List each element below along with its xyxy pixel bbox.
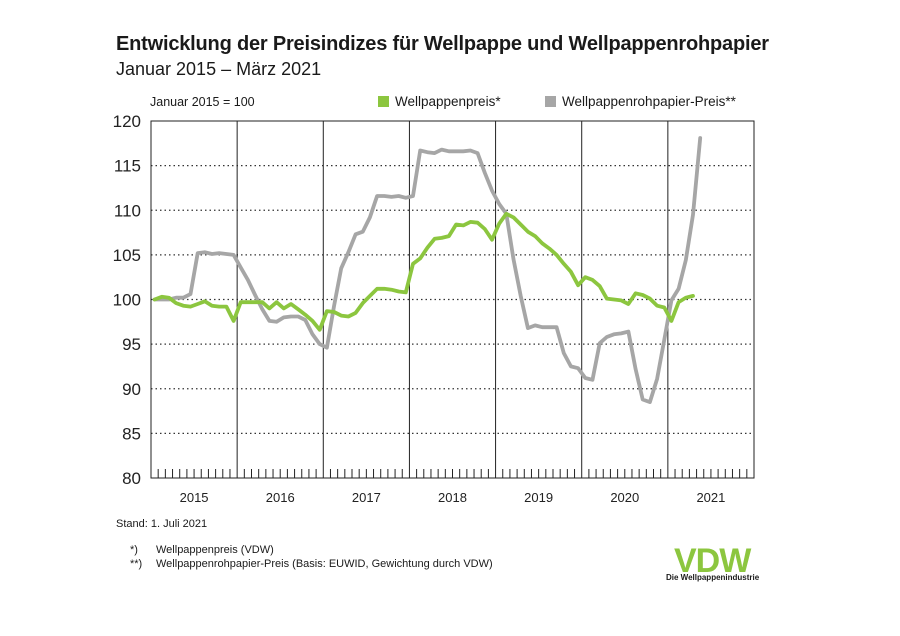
chart-title: Entwicklung der Preisindizes für Wellpap… <box>116 33 769 55</box>
legend-label: Wellpappenrohpapier-Preis** <box>562 94 736 109</box>
x-tick-label: 2020 <box>610 490 639 505</box>
x-tick-label: 2016 <box>266 490 295 505</box>
x-tick-label: 2018 <box>438 490 467 505</box>
x-tick-label: 2017 <box>352 490 381 505</box>
y-tick-label: 115 <box>114 157 141 176</box>
series-line-rohpapier <box>152 136 703 405</box>
footnote-mark: **) <box>130 558 143 570</box>
footnote-text: Wellpappenrohpapier-Preis (Basis: EUWID,… <box>156 558 493 570</box>
legend-swatch-gray <box>545 96 556 107</box>
index-base-note: Januar 2015 = 100 <box>150 95 255 109</box>
x-tick-label: 2021 <box>696 490 725 505</box>
x-tick-label: 2015 <box>180 490 209 505</box>
stand-date: Stand: 1. Juli 2021 <box>116 518 208 530</box>
y-tick-label: 120 <box>113 112 141 131</box>
y-tick-label: 95 <box>122 335 141 354</box>
series-line-wellpappenpreis <box>152 211 695 332</box>
footnote-mark: *) <box>130 544 138 556</box>
vdw-logo-text: VDW <box>674 542 752 578</box>
chart-subtitle: Januar 2015 – März 2021 <box>116 59 322 79</box>
footnote-text: Wellpappenpreis (VDW) <box>156 544 274 556</box>
y-tick-label: 80 <box>122 469 141 488</box>
y-tick-label: 100 <box>113 291 141 310</box>
footnote-1: *) Wellpappenpreis (VDW) <box>130 544 274 556</box>
legend-item-wellpappenpreis: Wellpappenpreis* <box>378 94 501 109</box>
legend-swatch-green <box>378 96 389 107</box>
y-tick-label: 90 <box>122 380 141 399</box>
vdw-logo-subtext: Die Wellpappenindustrie <box>666 573 760 582</box>
legend-label: Wellpappenpreis* <box>395 94 501 109</box>
y-tick-label: 110 <box>114 201 141 220</box>
x-tick-label: 2019 <box>524 490 553 505</box>
y-tick-label: 105 <box>113 246 141 265</box>
y-tick-label: 85 <box>122 424 141 443</box>
legend-item-rohpapier: Wellpappenrohpapier-Preis** <box>545 94 736 109</box>
footnote-2: **) Wellpappenrohpapier-Preis (Basis: EUW… <box>130 558 493 570</box>
vdw-logo: VDW <box>674 542 753 578</box>
